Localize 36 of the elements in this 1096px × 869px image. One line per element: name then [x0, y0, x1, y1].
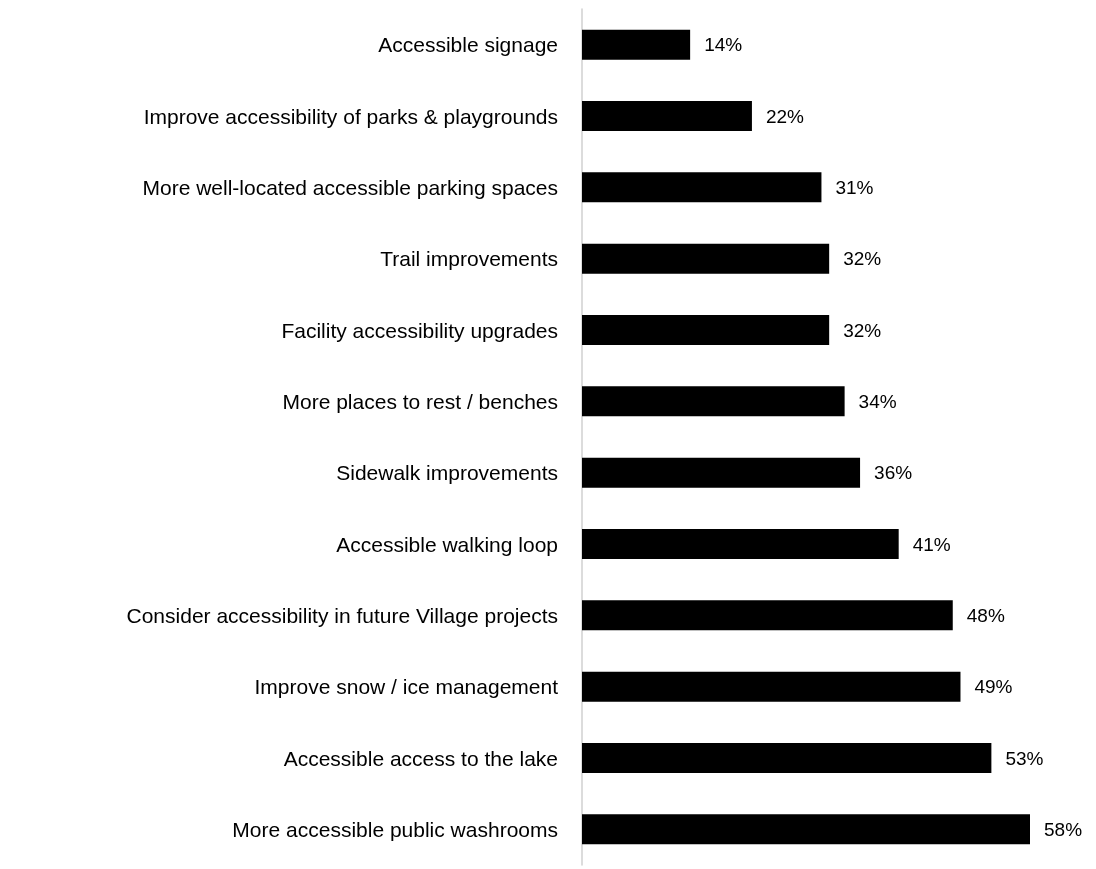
- bar: [582, 529, 899, 559]
- y-tick-label: Accessible walking loop: [336, 532, 558, 556]
- y-tick-label: Accessible signage: [378, 33, 558, 57]
- bar: [582, 243, 830, 274]
- bar: [582, 29, 691, 60]
- bar: [582, 600, 953, 631]
- y-tick-label: More places to rest / benches: [282, 389, 558, 413]
- data-label: 48%: [966, 604, 1005, 626]
- y-tick-label: More well-located accessible parking spaces: [142, 175, 558, 199]
- data-label: 36%: [874, 462, 913, 484]
- bar: [582, 814, 1030, 845]
- y-tick-label: Improve snow / ice management: [254, 675, 559, 699]
- y-tick-label: Facility accessibility upgrades: [281, 318, 558, 342]
- y-tick-label: Accessible access to the lake: [283, 746, 558, 770]
- y-tick-label: Consider accessibility in future Village projects: [126, 603, 558, 627]
- y-tick-label: Sidewalk improvements: [336, 461, 558, 485]
- data-label: 49%: [974, 676, 1013, 698]
- y-tick-label: More accessible public washrooms: [232, 817, 558, 841]
- data-label: 53%: [1005, 747, 1044, 769]
- bar: [582, 671, 961, 702]
- data-label: 32%: [843, 248, 882, 270]
- data-label: 32%: [843, 319, 882, 341]
- data-label: 14%: [704, 34, 743, 56]
- y-tick-label: Improve accessibility of parks & playgrounds: [143, 104, 558, 128]
- bar: [582, 386, 845, 417]
- bar: [582, 315, 830, 345]
- data-label: 41%: [912, 533, 951, 555]
- bar: [582, 743, 992, 773]
- y-tick-label: Trail improvements: [380, 247, 558, 271]
- bar: [582, 101, 752, 131]
- bar: [582, 457, 861, 488]
- data-label: 58%: [1044, 818, 1083, 840]
- data-label: 31%: [835, 176, 874, 198]
- data-label: 34%: [858, 390, 897, 412]
- bar: [582, 172, 822, 203]
- data-label: 22%: [765, 105, 805, 127]
